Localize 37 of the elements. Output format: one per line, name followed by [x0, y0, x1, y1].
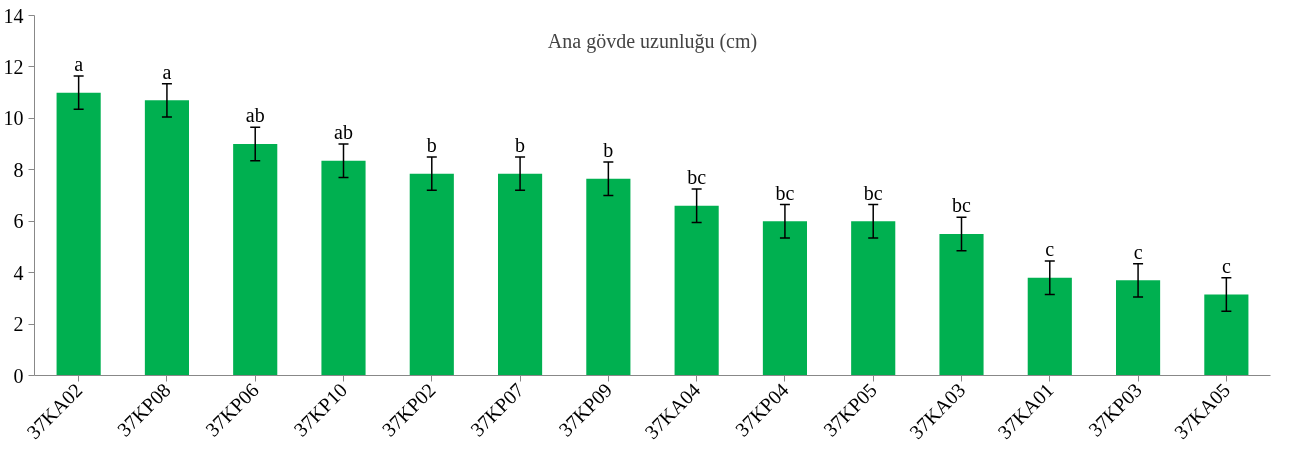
bar — [56, 92, 101, 376]
bar — [762, 221, 807, 376]
bar — [674, 205, 719, 376]
annotation: ab — [334, 121, 353, 144]
bar — [144, 100, 189, 376]
text: Ana gövde uzunluğu (cm) — [547, 29, 758, 53]
annotation: b — [603, 139, 614, 162]
y-tick-label: 6 — [13, 210, 24, 233]
bar — [586, 178, 631, 376]
annotation: bc — [687, 166, 707, 189]
annotation: bc — [952, 194, 972, 217]
y-tick-label: 8 — [13, 158, 24, 181]
bar — [1027, 277, 1072, 376]
bar — [409, 173, 454, 376]
bar — [851, 221, 896, 376]
y-tick-label: 0 — [13, 364, 24, 387]
annotation: c — [1045, 238, 1055, 261]
y-tick-label: 2 — [13, 313, 24, 336]
annotation: a — [74, 52, 84, 75]
annotation: ab — [245, 104, 265, 127]
y-tick-label: 12 — [3, 55, 24, 78]
bar — [321, 160, 366, 376]
y-tick-label: 14 — [3, 4, 24, 27]
annotation: b — [515, 133, 526, 156]
bar — [1204, 294, 1249, 376]
annotation: b — [426, 133, 437, 156]
bar — [939, 234, 984, 376]
bar — [1116, 280, 1161, 376]
annotation: c — [1133, 240, 1143, 263]
annotation: bc — [863, 181, 883, 204]
bar — [498, 173, 543, 376]
annotation: bc — [775, 181, 795, 204]
annotation: c — [1221, 254, 1231, 277]
annotation: a — [162, 60, 172, 83]
y-tick-label: 10 — [3, 107, 24, 130]
y-tick-label: 4 — [13, 261, 24, 284]
bar — [233, 144, 278, 376]
